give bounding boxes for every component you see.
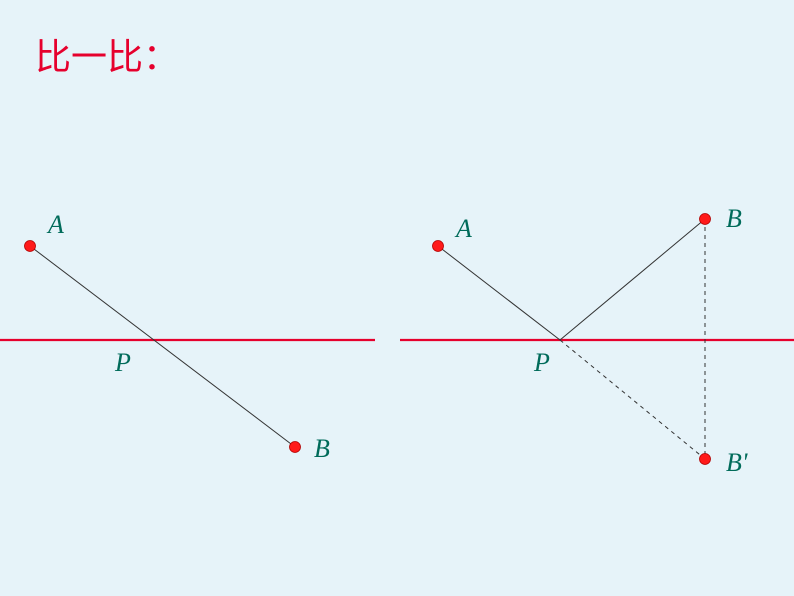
left-label-a: A	[48, 210, 64, 240]
right-label-p: P	[534, 348, 550, 378]
right-point-a	[433, 241, 444, 252]
right-label-b: B	[726, 204, 742, 234]
left-label-b: B	[314, 434, 330, 464]
right-point-bprime	[700, 454, 711, 465]
right-label-a: A	[456, 214, 472, 244]
left-point-a	[25, 241, 36, 252]
right-point-b	[700, 214, 711, 225]
left-point-b	[290, 442, 301, 453]
geometry-diagram	[0, 0, 794, 596]
left-label-p: P	[115, 348, 131, 378]
right-label-bprime: B'	[726, 448, 747, 478]
